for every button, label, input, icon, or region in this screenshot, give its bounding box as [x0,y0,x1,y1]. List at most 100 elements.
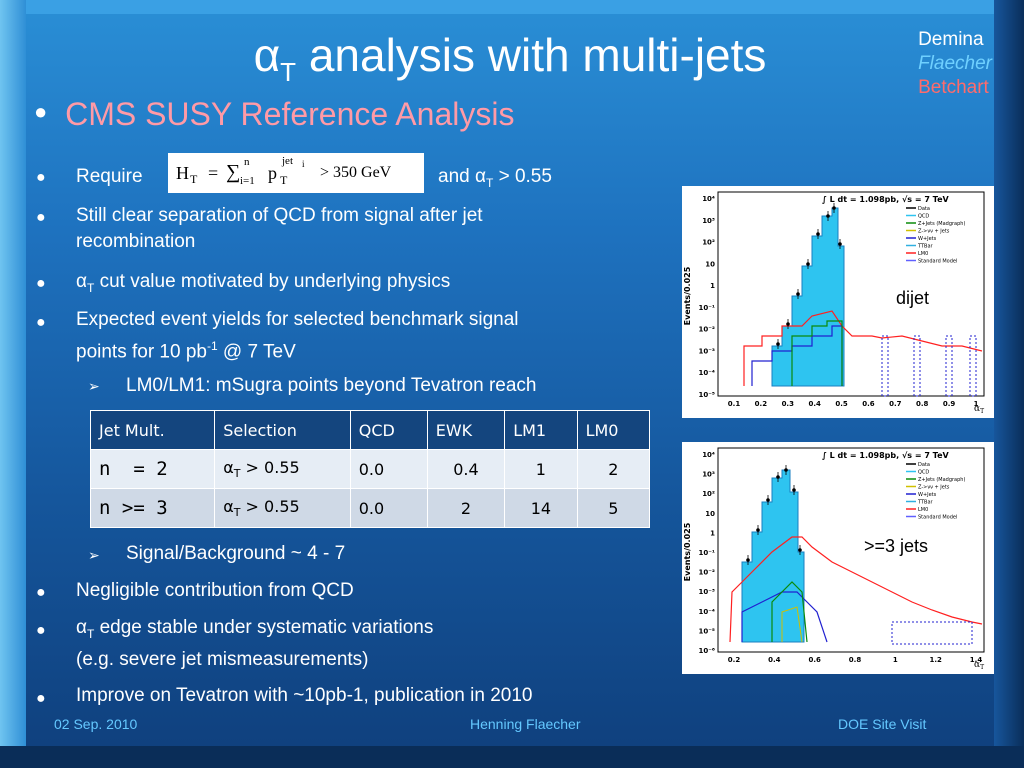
legend-entry: TTBar [917,500,934,506]
zjets-line [791,320,843,386]
y-tick-label: 1 [710,529,715,537]
y-tick-label: 10⁻¹ [698,549,715,557]
x-tick-label: 0.6 [862,400,875,408]
plot-label: >=3 jets [864,536,928,556]
table-header-row: Jet Mult. Selection QCD EWK LM1 LM0 [89,410,651,450]
legend-entry: Z+Jets (Madgraph) [918,477,965,483]
require-alpha-text: and αT > 0.55 [438,166,552,190]
table-cell: n >= 3 [89,488,216,528]
table-row: n = 2 αT > 0.55 0.0 0.4 1 2 [89,449,651,489]
require-text: Require [76,166,143,187]
table-header: QCD [349,410,428,450]
bullet-dot: ● [36,209,46,226]
data-point [798,548,802,552]
y-tick-label: 10 [705,260,715,268]
dijet-plot: ∫ L dt = 1.098pb, √s = 7 TeV Events/0.02… [682,186,994,418]
slide-title: αT analysis with multi-jets [253,29,767,88]
legend-entry: W+Jets [918,492,937,498]
yields-text: Expected event yields for selected bench… [76,309,519,363]
y-tick-label: 10 [705,510,715,518]
table-cell: αT > 0.55 [214,449,351,489]
author-flaecher: Flaecher [918,53,992,74]
table-cell: αT > 0.55 [214,488,351,528]
y-tick-label: 10⁻⁵ [698,627,715,635]
x-tick-label: 1.4 [970,656,983,664]
znn-line [781,606,803,643]
yields-table: Jet Mult. Selection QCD EWK LM1 LM0 n = … [89,410,651,528]
right-edge [994,0,1024,768]
bullet-dot: ● [36,314,46,331]
table-cell: 0.0 [349,488,428,528]
x-tick-label: 0.2 [755,400,768,408]
author-list: Demina Flaecher Betchart [918,28,992,100]
y-tick-label: 10⁻⁴ [698,608,715,616]
plot-frame [717,191,985,397]
dijet-histogram: ∫ L dt = 1.098pb, √s = 7 TeV Events/0.02… [683,191,985,415]
sm-error-band [945,335,953,397]
plot-frame [717,447,985,653]
legend-entry: Standard Model [918,515,957,521]
legend-entry: Data [918,462,930,468]
data-point [786,322,790,326]
x-tick-label: 1 [893,656,898,664]
table-row: n >= 3 αT > 0.55 0.0 2 14 5 [89,488,651,528]
table-cell: 0.0 [349,449,428,489]
data-point [766,498,770,502]
legend-entry: Z->νν + Jets [918,229,950,235]
y-axis-label: Events/0.025 [683,266,692,325]
table-header: EWK [426,410,506,450]
wjets-line [751,325,843,386]
bottom-edge [0,746,1024,768]
sb-note: Signal/Background ~ 4 - 7 [126,543,346,564]
bullet-dot: ● [36,622,46,639]
data-point [746,558,750,562]
x-tick-label: 0.9 [943,400,956,408]
y-axis-label: Events/0.025 [683,522,692,581]
x-tick-labels: 0.2 0.4 0.6 0.8 1 1.2 1.4 [728,656,983,664]
legend-entry: LM0 [918,251,928,257]
y-tick-label: 10⁻² [698,569,715,577]
y-tick-label: 10⁻⁶ [698,647,715,655]
x-tick-label: 1 [974,400,979,408]
data-point [806,262,810,266]
x-tick-label: 0.8 [916,400,929,408]
lumi-label: ∫ L dt = 1.098pb, √s = 7 TeV [822,195,949,204]
legend-entry: TTBar [917,244,934,250]
legend-entry: Z+Jets (Madgraph) [918,221,965,227]
table-cell: n = 2 [89,449,216,489]
table-cell: 5 [576,488,651,528]
y-tick-label: 10⁻² [698,326,715,334]
data-point [832,206,836,210]
lm-note: LM0/LM1: mSugra points beyond Tevatron r… [126,375,537,396]
sm-error-band [881,335,889,397]
y-tick-label: 10⁻⁴ [698,369,715,377]
x-tick-label: 0.8 [849,656,862,664]
bullet-dot: ● [36,690,46,707]
qcd-histogram [771,207,845,387]
x-axis-label: αT [974,404,984,415]
arrow-bullet: ➢ [88,547,100,563]
data-point [838,242,842,246]
table-header: Selection [214,410,351,450]
x-tick-label: 0.2 [728,656,741,664]
legend-entry: QCD [918,214,929,220]
legend-entry: Data [918,206,930,212]
x-tick-label: 0.7 [889,400,902,408]
legend-entry: Standard Model [918,259,957,265]
bullet-dot: ● [36,275,46,292]
separation-text: Still clear separation of QCD from signa… [76,205,483,252]
footer-event: DOE Site Visit [838,716,927,732]
negligible-text: Negligible contribution from QCD [76,580,354,601]
cut-text: αT cut value motivated by underlying phy… [76,271,451,295]
data-point [796,292,800,296]
y-tick-label: 10⁻⁵ [698,391,715,399]
table-header: LM1 [504,410,578,450]
left-edge [0,0,26,768]
y-tick-label: 10⁻³ [698,588,715,596]
bullet-dot: ● [34,99,48,124]
bullet-dot: ● [36,584,46,601]
data-point [792,488,796,492]
subheading: ● CMS SUSY Reference Analysis [34,96,515,132]
legend-entry: W+Jets [918,236,937,242]
